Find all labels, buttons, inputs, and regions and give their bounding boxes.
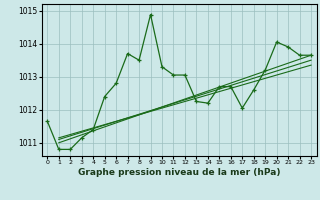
X-axis label: Graphe pression niveau de la mer (hPa): Graphe pression niveau de la mer (hPa)	[78, 168, 280, 177]
